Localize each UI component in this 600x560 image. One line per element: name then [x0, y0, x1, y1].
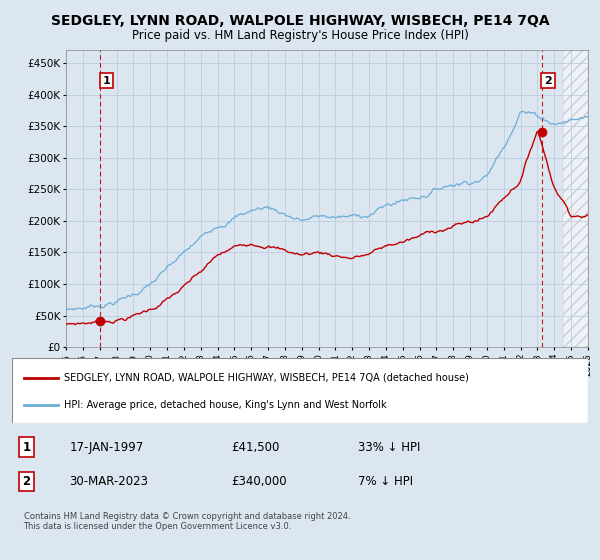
Text: 17-JAN-1997: 17-JAN-1997: [70, 441, 144, 454]
Text: £41,500: £41,500: [231, 441, 279, 454]
Text: 1: 1: [103, 76, 110, 86]
Text: 2: 2: [22, 475, 31, 488]
Text: 30-MAR-2023: 30-MAR-2023: [70, 475, 149, 488]
FancyBboxPatch shape: [12, 358, 588, 423]
Text: £340,000: £340,000: [231, 475, 287, 488]
Text: SEDGLEY, LYNN ROAD, WALPOLE HIGHWAY, WISBECH, PE14 7QA: SEDGLEY, LYNN ROAD, WALPOLE HIGHWAY, WIS…: [50, 14, 550, 28]
Text: Contains HM Land Registry data © Crown copyright and database right 2024.
This d: Contains HM Land Registry data © Crown c…: [23, 512, 350, 531]
Text: HPI: Average price, detached house, King's Lynn and West Norfolk: HPI: Average price, detached house, King…: [64, 400, 386, 410]
Text: SEDGLEY, LYNN ROAD, WALPOLE HIGHWAY, WISBECH, PE14 7QA (detached house): SEDGLEY, LYNN ROAD, WALPOLE HIGHWAY, WIS…: [64, 373, 469, 382]
Text: 2: 2: [544, 76, 552, 86]
Text: 7% ↓ HPI: 7% ↓ HPI: [358, 475, 413, 488]
Text: 1: 1: [22, 441, 31, 454]
Text: Price paid vs. HM Land Registry's House Price Index (HPI): Price paid vs. HM Land Registry's House …: [131, 29, 469, 42]
Text: 33% ↓ HPI: 33% ↓ HPI: [358, 441, 420, 454]
